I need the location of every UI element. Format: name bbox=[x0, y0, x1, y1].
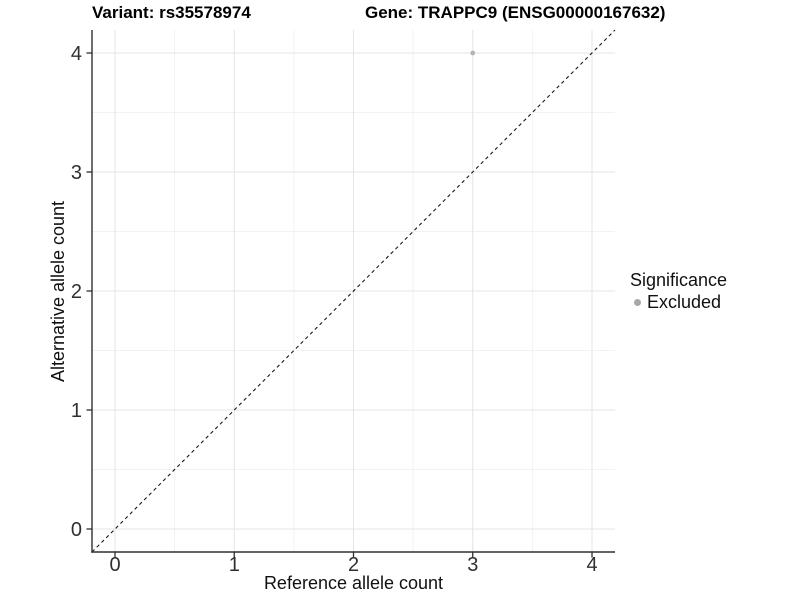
y-tick-label: 1 bbox=[71, 400, 82, 422]
data-point bbox=[470, 50, 476, 56]
legend: Significance Excluded bbox=[630, 270, 727, 313]
y-axis-title-wrap: Alternative allele count bbox=[48, 30, 69, 552]
x-tick-label: 3 bbox=[467, 554, 478, 576]
legend-entry-label: Excluded bbox=[647, 292, 722, 312]
x-tick-label: 2 bbox=[348, 554, 359, 576]
y-tick-label: 2 bbox=[71, 281, 82, 303]
y-axis-title: Alternative allele count bbox=[48, 200, 69, 382]
x-axis-title: Reference allele count bbox=[263, 573, 444, 593]
identity-line bbox=[91, 29, 616, 553]
excluded-point-icon bbox=[634, 299, 641, 306]
x-tick-label: 1 bbox=[229, 554, 240, 576]
legend-entry-excluded: Excluded bbox=[630, 292, 727, 313]
y-tick-label: 0 bbox=[71, 519, 82, 541]
y-tick-label: 4 bbox=[71, 43, 82, 65]
y-tick-label: 3 bbox=[71, 162, 82, 184]
legend-title: Significance bbox=[630, 270, 728, 290]
plot-title-gene: Gene: TRAPPC9 (ENSG00000167632) bbox=[365, 3, 666, 22]
x-tick-label: 4 bbox=[586, 554, 597, 576]
x-tick-label: 0 bbox=[109, 554, 120, 576]
plot-title-variant: Variant: rs35578974 bbox=[92, 3, 251, 22]
